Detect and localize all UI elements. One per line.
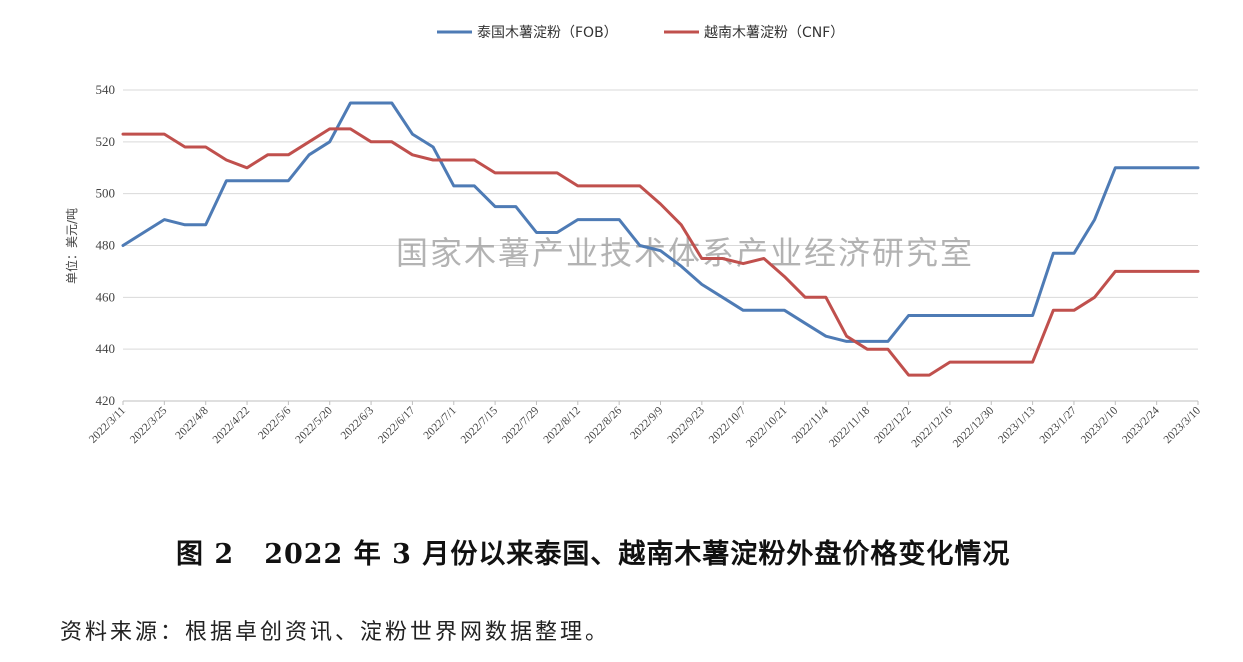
x-tick-label: 2022/11/18 <box>827 404 872 449</box>
series-lines <box>121 101 1200 377</box>
y-tick-label: 540 <box>96 82 116 97</box>
figure-caption: 图 2 2022 年 3 月份以来泰国、越南木薯淀粉外盘价格变化情况 <box>176 532 1010 571</box>
x-tick-label: 2023/2/24 <box>1120 404 1162 446</box>
x-tick-label: 2022/12/16 <box>910 404 956 450</box>
x-axis-ticks: 2022/3/11 2022/3/25 2022/4/8 2022/4/22 2022/… <box>87 401 1203 450</box>
figure-number: 图 2 <box>176 539 235 570</box>
series-line-thailand <box>121 101 1200 343</box>
x-tick-label: 2022/7/1 <box>421 404 459 442</box>
y-axis-ticks: 420 440 460 480 500 520 540 <box>96 82 116 408</box>
figure-title: 2022 年 3 月份以来泰国、越南木薯淀粉外盘价格变化情况 <box>264 539 1011 570</box>
source-note: 资料来源：根据卓创资讯、淀粉世界网数据整理。 <box>60 620 611 645</box>
legend-label-vietnam: 越南木薯淀粉（CNF） <box>704 25 844 41</box>
x-tick-label: 2023/1/27 <box>1038 404 1080 446</box>
x-tick-label: 2022/8/26 <box>583 404 625 446</box>
x-tick-label: 2022/10/21 <box>744 404 790 450</box>
x-tick-label: 2023/1/13 <box>996 404 1038 446</box>
y-tick-label: 460 <box>96 289 116 304</box>
y-tick-label: 500 <box>96 186 116 201</box>
x-tick-label: 2022/11/4 <box>790 404 831 445</box>
x-tick-label: 2022/4/22 <box>211 404 253 446</box>
x-tick-label: 2023/3/10 <box>1162 404 1204 446</box>
x-tick-label: 2022/10/7 <box>707 404 749 446</box>
x-tick-label: 2022/3/25 <box>128 404 170 446</box>
watermark: 国家木薯产业技术体系产业经济研究室 <box>396 234 974 272</box>
y-tick-label: 420 <box>96 393 116 408</box>
x-tick-label: 2022/7/15 <box>459 404 501 446</box>
x-tick-label: 2022/6/17 <box>376 404 418 446</box>
x-tick-label: 2022/8/12 <box>541 404 583 446</box>
x-tick-label: 2022/12/2 <box>872 404 914 446</box>
legend: 泰国木薯淀粉（FOB） 越南木薯淀粉（CNF） <box>437 25 844 41</box>
y-tick-label: 480 <box>96 238 116 253</box>
line-chart: 泰国木薯淀粉（FOB） 越南木薯淀粉（CNF） 420 440 460 480 500 5… <box>64 25 1203 450</box>
x-tick-label: 2022/3/11 <box>87 404 128 445</box>
x-tick-label: 2023/2/10 <box>1079 404 1121 446</box>
legend-label-thailand: 泰国木薯淀粉（FOB） <box>477 25 618 41</box>
y-axis-label: 单位：美元/吨 <box>64 208 79 284</box>
x-tick-label: 2022/5/20 <box>293 404 335 446</box>
y-tick-label: 440 <box>96 341 116 356</box>
y-tick-label: 520 <box>96 134 116 149</box>
x-tick-label: 2022/12/30 <box>951 404 997 450</box>
x-tick-label: 2022/4/8 <box>173 404 211 442</box>
x-tick-label: 2022/9/9 <box>628 404 666 442</box>
x-tick-label: 2022/6/3 <box>339 404 377 442</box>
series-line-vietnam <box>121 127 1200 377</box>
x-tick-label: 2022/9/23 <box>666 404 708 446</box>
x-tick-label: 2022/5/6 <box>256 404 294 442</box>
x-tick-label: 2022/7/29 <box>500 404 542 446</box>
